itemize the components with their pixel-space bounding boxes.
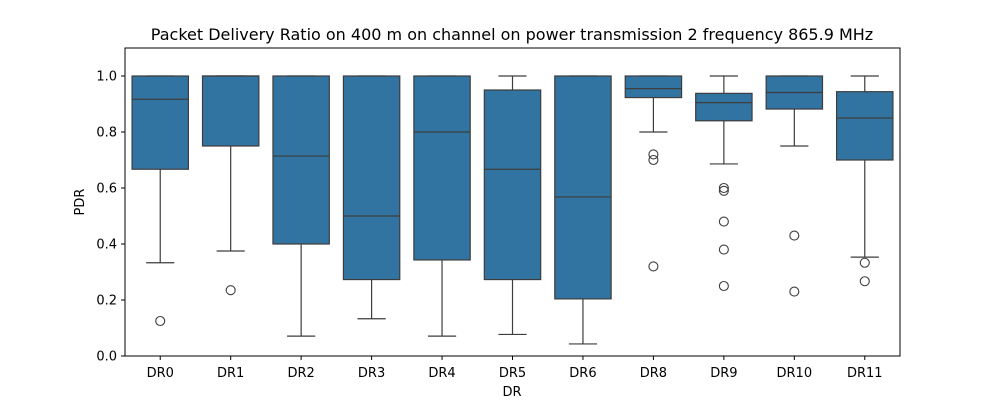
outlier-point	[718, 216, 729, 227]
outlier-point	[859, 257, 870, 268]
outlier-point	[225, 285, 236, 296]
x-tick-label: DR0	[147, 366, 174, 381]
y-tick-label: 1.0	[96, 70, 117, 85]
box-iqr	[835, 91, 894, 161]
y-tick-label: 0.0	[96, 350, 117, 365]
x-tick-label: DR11	[847, 366, 883, 381]
box-dr5	[483, 75, 542, 336]
x-tick-label: DR8	[640, 366, 667, 381]
y-axis-label: PDR	[73, 189, 88, 216]
chart-title: Packet Delivery Ratio on 400 m on channe…	[151, 25, 873, 44]
box-iqr	[554, 75, 612, 300]
box-iqr	[483, 89, 542, 281]
y-tick-label: 0.2	[96, 294, 117, 309]
outlier-point	[718, 244, 729, 255]
outlier-point	[718, 182, 729, 194]
box-dr11	[835, 75, 894, 287]
x-tick-label: DR10	[777, 366, 813, 381]
outlier-point	[859, 276, 870, 287]
outlier-point	[155, 315, 166, 327]
y-tick-label: 0.4	[96, 238, 117, 253]
box-dr9	[695, 75, 753, 292]
box-iqr	[201, 75, 260, 147]
box-dr8	[624, 75, 683, 272]
plot-content	[131, 75, 894, 345]
x-tick-label: DR3	[358, 366, 385, 381]
box-dr2	[272, 75, 330, 337]
outlier-point	[718, 185, 729, 196]
box-iqr	[131, 75, 190, 170]
x-tick-label: DR9	[710, 366, 737, 381]
box-dr1	[201, 75, 260, 296]
outlier-point	[789, 230, 800, 241]
outlier-point	[648, 149, 659, 160]
outlier-point	[718, 280, 729, 292]
box-iqr	[272, 75, 330, 245]
x-tick-label: DR4	[428, 366, 455, 381]
x-tick-label: DR5	[499, 366, 526, 381]
y-tick-label: 0.8	[96, 126, 117, 141]
y-tick-label: 0.6	[96, 182, 117, 197]
box-dr6	[554, 75, 612, 345]
box-dr3	[342, 75, 401, 320]
plot-frame	[124, 47, 901, 357]
x-tick-label: DR1	[217, 366, 244, 381]
x-axis-label: DR	[502, 385, 521, 400]
box-iqr	[342, 75, 401, 281]
outlier-point	[648, 261, 659, 272]
y-axis: 0.0 0.2 0.4 0.6 0.8 1.0	[96, 70, 125, 365]
box-dr0	[131, 75, 190, 327]
box-dr4	[413, 75, 471, 337]
x-tick-label: DR2	[287, 366, 314, 381]
outlier-point	[648, 154, 659, 166]
outlier-point	[789, 286, 800, 297]
x-tick-label: DR6	[569, 366, 596, 381]
box-iqr	[624, 75, 683, 99]
box-iqr	[695, 92, 753, 122]
x-axis: DR0 DR1 DR2 DR3 DR4 DR5 DR6 DR8 DR9 DR10 DR11	[147, 356, 883, 381]
box-dr10	[765, 75, 824, 297]
box-iqr	[413, 75, 471, 261]
